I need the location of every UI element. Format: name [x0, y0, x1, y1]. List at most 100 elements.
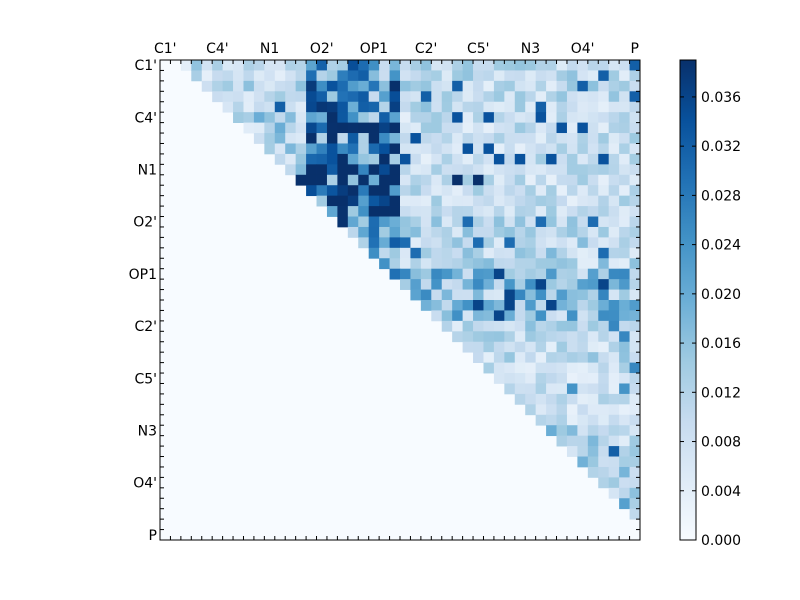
heatmap-cell	[452, 80, 463, 92]
heatmap-cell	[358, 80, 370, 92]
heatmap-cell	[525, 133, 537, 144]
heatmap-cell	[452, 300, 463, 311]
heatmap-cell	[556, 373, 568, 384]
heatmap-cell	[493, 70, 505, 82]
heatmap-cell	[535, 101, 547, 113]
heatmap-cell	[566, 195, 578, 207]
heatmap-cell	[608, 101, 620, 113]
heatmap-cell	[306, 133, 317, 144]
heatmap-cell	[556, 60, 568, 71]
heatmap-cell	[525, 80, 537, 92]
heatmap-cell	[598, 143, 610, 155]
heatmap-cell	[535, 279, 547, 290]
heatmap-cell	[556, 226, 568, 238]
heatmap-cell	[587, 352, 599, 363]
heatmap-cell	[546, 393, 557, 405]
heatmap-cell	[400, 268, 411, 280]
heatmap-cell	[556, 352, 568, 363]
heatmap-cell	[368, 237, 380, 249]
heatmap-cell	[556, 112, 568, 123]
heatmap-cell	[410, 174, 422, 186]
heatmap-cell	[608, 373, 620, 384]
heatmap-cell	[358, 112, 370, 123]
heatmap-cell	[243, 70, 255, 82]
heatmap-cell	[452, 247, 463, 259]
heatmap-cell	[420, 133, 432, 144]
heatmap-cell	[535, 91, 547, 103]
heatmap-cell	[619, 258, 630, 270]
heatmap-cell	[462, 247, 474, 259]
heatmap-cell	[326, 164, 338, 176]
heatmap-cell	[347, 216, 359, 228]
heatmap-cell	[546, 80, 557, 92]
heatmap-cell	[587, 373, 599, 384]
heatmap-cell	[326, 101, 338, 113]
heatmap-cell	[368, 101, 380, 113]
heatmap-cell	[306, 153, 317, 165]
heatmap-cell	[410, 91, 422, 103]
heatmap-cell	[295, 112, 307, 123]
heatmap-cell	[264, 70, 276, 82]
heatmap-cell	[608, 60, 620, 71]
heatmap-cell	[462, 258, 474, 270]
heatmap-cell	[535, 195, 547, 207]
heatmap-cell	[535, 341, 547, 353]
heatmap-cell	[587, 112, 599, 123]
heatmap-cell	[556, 216, 568, 228]
heatmap-cell	[483, 101, 495, 113]
heatmap-cell	[483, 258, 495, 270]
heatmap-cell	[535, 226, 547, 238]
heatmap-cell	[452, 226, 463, 238]
heatmap-cell	[400, 237, 411, 249]
heatmap-cell	[598, 70, 610, 82]
heatmap-cell	[598, 456, 610, 468]
heatmap-cell	[306, 143, 317, 155]
heatmap-cell	[274, 112, 286, 123]
heatmap-cell	[347, 91, 359, 103]
heatmap-cell	[577, 237, 589, 249]
x-tick-label: N3	[521, 41, 540, 57]
heatmap-cell	[556, 425, 568, 437]
heatmap-cell	[546, 70, 557, 82]
heatmap-cell	[566, 320, 578, 332]
heatmap-cell	[577, 112, 589, 123]
heatmap-cell	[295, 80, 307, 92]
heatmap-cell	[629, 456, 641, 468]
heatmap-cell	[504, 279, 516, 290]
heatmap-cell	[285, 164, 297, 176]
heatmap-cell	[546, 289, 557, 301]
heatmap-cell	[473, 258, 484, 270]
heatmap-cell	[493, 310, 505, 322]
heatmap-cell	[514, 70, 526, 82]
heatmap-cell	[253, 80, 265, 92]
heatmap-cell	[619, 247, 630, 259]
heatmap-cell	[379, 206, 390, 217]
heatmap-cell	[577, 206, 589, 217]
heatmap-cell	[441, 80, 453, 92]
heatmap-cell	[546, 122, 557, 134]
heatmap-cell	[535, 289, 547, 301]
heatmap-cell	[608, 122, 620, 134]
heatmap-cell	[556, 341, 568, 353]
heatmap-cell	[285, 112, 297, 123]
heatmap-cell	[629, 206, 641, 217]
heatmap-cell	[566, 185, 578, 197]
heatmap-cell	[389, 258, 401, 270]
heatmap-cell	[400, 122, 411, 134]
heatmap-cell	[379, 237, 390, 249]
heatmap-cell	[379, 80, 390, 92]
heatmap-cell	[368, 185, 380, 197]
heatmap-cell	[587, 206, 599, 217]
heatmap-cell	[577, 258, 589, 270]
heatmap-cell	[587, 300, 599, 311]
heatmap-cell	[462, 164, 474, 176]
heatmap-cell	[608, 300, 620, 311]
heatmap-cell	[462, 60, 474, 71]
heatmap-cell	[556, 393, 568, 405]
heatmap-cell	[358, 164, 370, 176]
heatmap-cell	[452, 206, 463, 217]
x-tick-label: N1	[260, 41, 279, 57]
heatmap-cell	[243, 60, 255, 71]
heatmap-cell	[493, 320, 505, 332]
heatmap-cell	[493, 206, 505, 217]
